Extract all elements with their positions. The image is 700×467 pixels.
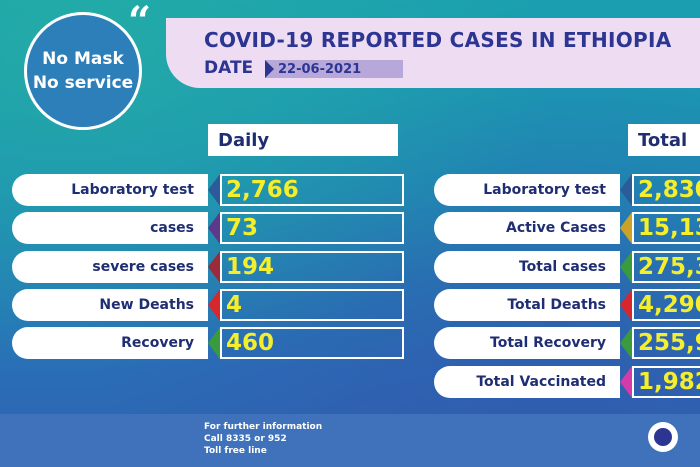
daily-row: New Deaths 4: [12, 289, 404, 321]
total-row-label: Total Deaths: [434, 289, 620, 321]
date-box: 22-06-2021: [265, 60, 403, 78]
badge-line2: No service: [32, 73, 134, 93]
daily-row-value: 2,766: [220, 174, 404, 206]
footer-bar: [0, 414, 700, 467]
total-row-label: Active Cases: [434, 212, 620, 244]
total-arrow-icon: [620, 289, 632, 321]
daily-arrow-icon: [208, 251, 220, 283]
daily-row: Laboratory test 2,766: [12, 174, 404, 206]
daily-arrow-icon: [208, 212, 220, 244]
daily-row-value: 460: [220, 327, 404, 359]
total-row-value: 15,13: [632, 212, 700, 244]
total-row-value: 4,290: [632, 289, 700, 321]
total-row-label: Total Recovery: [434, 327, 620, 359]
total-row-label: Total cases: [434, 251, 620, 283]
daily-arrow-icon: [208, 289, 220, 321]
daily-row-label: severe cases: [12, 251, 208, 283]
footer-line2: Call 8335 or 952: [204, 434, 287, 444]
daily-row: cases 73: [12, 212, 404, 244]
total-header: Total: [628, 124, 700, 156]
ministry-logo-icon: [648, 422, 678, 452]
daily-row: Recovery 460: [12, 327, 404, 359]
logo-emblem: [654, 428, 672, 446]
title-banner: [166, 18, 700, 88]
daily-row-value: 73: [220, 212, 404, 244]
daily-row-label: cases: [12, 212, 208, 244]
total-arrow-icon: [620, 174, 632, 206]
daily-header: Daily: [208, 124, 398, 156]
total-arrow-icon: [620, 212, 632, 244]
badge-line1: No Mask: [42, 49, 124, 69]
total-row: Active Cases 15,13: [434, 212, 700, 244]
footer-info: For further information Call 8335 or 952…: [204, 421, 322, 457]
daily-row: severe cases 194: [12, 251, 404, 283]
footer-line1: For further information: [204, 422, 323, 432]
daily-arrow-icon: [208, 174, 220, 206]
daily-row-label: Recovery: [12, 327, 208, 359]
total-row: Total Deaths 4,290: [434, 289, 700, 321]
total-row-value: 1,982: [632, 366, 700, 398]
total-row: Laboratory test 2,830: [434, 174, 700, 206]
date-arrow-icon: [265, 60, 274, 78]
total-row-value: 2,830: [632, 174, 700, 206]
total-row-label: Total Vaccinated: [434, 366, 620, 398]
quote-mark-icon: “: [128, 0, 152, 45]
total-arrow-icon: [620, 366, 632, 398]
total-row-value: 275,3: [632, 251, 700, 283]
daily-row-label: New Deaths: [12, 289, 208, 321]
daily-row-label: Laboratory test: [12, 174, 208, 206]
page-title: COVID-19 REPORTED CASES IN ETHIOPIA: [204, 28, 672, 52]
daily-row-value: 4: [220, 289, 404, 321]
total-row: Total Recovery 255,9: [434, 327, 700, 359]
daily-row-value: 194: [220, 251, 404, 283]
footer-line3: Toll free line: [204, 446, 267, 456]
date-label: DATE: [204, 58, 254, 78]
date-value: 22-06-2021: [278, 61, 362, 77]
total-row-value: 255,9: [632, 327, 700, 359]
total-arrow-icon: [620, 251, 632, 283]
total-row: Total cases 275,3: [434, 251, 700, 283]
total-row: Total Vaccinated 1,982: [434, 366, 700, 398]
total-row-label: Laboratory test: [434, 174, 620, 206]
daily-arrow-icon: [208, 327, 220, 359]
no-mask-badge: No Mask No service: [24, 12, 142, 130]
total-arrow-icon: [620, 327, 632, 359]
